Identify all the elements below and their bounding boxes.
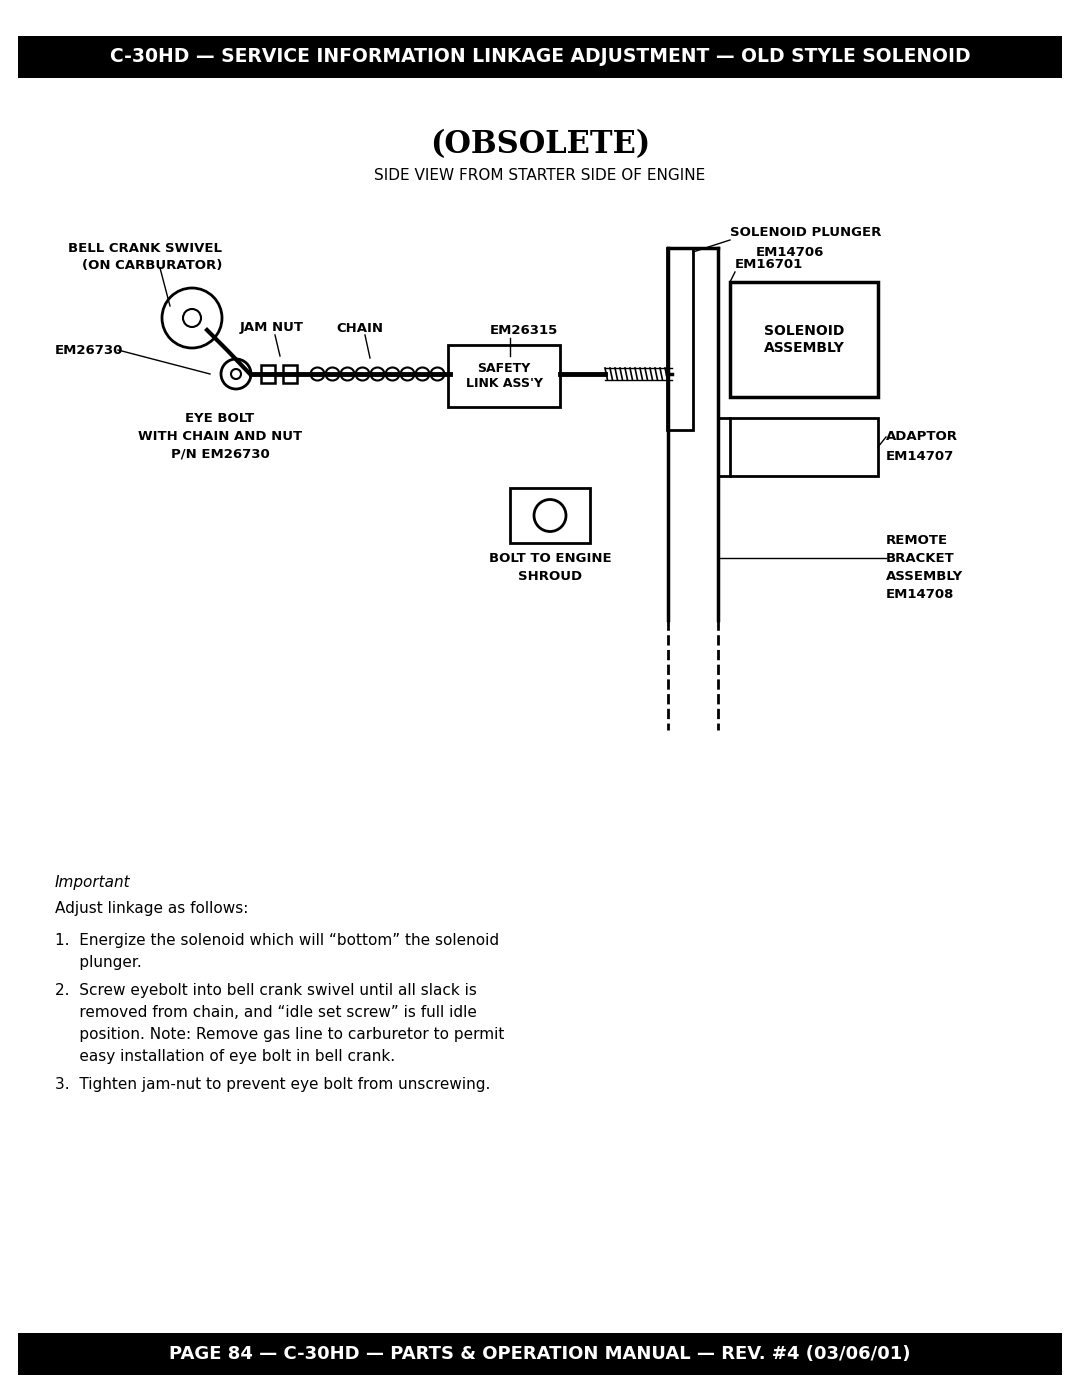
Text: removed from chain, and “idle set screw” is full idle: removed from chain, and “idle set screw”… bbox=[55, 1004, 477, 1020]
Text: SIDE VIEW FROM STARTER SIDE OF ENGINE: SIDE VIEW FROM STARTER SIDE OF ENGINE bbox=[375, 168, 705, 183]
Bar bbox=[667, 249, 693, 430]
Text: EM14708: EM14708 bbox=[886, 588, 955, 601]
Bar bbox=[18, 36, 1062, 78]
Bar bbox=[448, 345, 561, 407]
Text: EM14707: EM14707 bbox=[886, 450, 955, 464]
Text: C-30HD — SERVICE INFORMATION LINKAGE ADJUSTMENT — OLD STYLE SOLENOID: C-30HD — SERVICE INFORMATION LINKAGE ADJ… bbox=[110, 47, 970, 67]
Text: plunger.: plunger. bbox=[55, 956, 141, 970]
Text: SOLENOID
ASSEMBLY: SOLENOID ASSEMBLY bbox=[764, 324, 845, 355]
Bar bbox=[510, 488, 590, 543]
Text: REMOTE: REMOTE bbox=[886, 534, 948, 546]
Text: BELL CRANK SWIVEL: BELL CRANK SWIVEL bbox=[68, 242, 222, 254]
Text: Important: Important bbox=[55, 875, 131, 890]
Text: ADAPTOR: ADAPTOR bbox=[886, 430, 958, 443]
Text: 3.  Tighten jam-nut to prevent eye bolt from unscrewing.: 3. Tighten jam-nut to prevent eye bolt f… bbox=[55, 1077, 490, 1092]
Text: CHAIN: CHAIN bbox=[337, 321, 383, 334]
Text: (OBSOLETE): (OBSOLETE) bbox=[430, 130, 650, 161]
Text: P/N EM26730: P/N EM26730 bbox=[171, 447, 269, 461]
Text: (ON CARBURATOR): (ON CARBURATOR) bbox=[82, 258, 222, 271]
Text: EM16701: EM16701 bbox=[735, 257, 804, 271]
Text: 1.  Energize the solenoid which will “bottom” the solenoid: 1. Energize the solenoid which will “bot… bbox=[55, 933, 499, 949]
Text: EM14706: EM14706 bbox=[756, 246, 824, 258]
Text: SOLENOID PLUNGER: SOLENOID PLUNGER bbox=[730, 226, 881, 239]
Text: BRACKET: BRACKET bbox=[886, 552, 955, 564]
Text: BOLT TO ENGINE: BOLT TO ENGINE bbox=[488, 552, 611, 564]
Bar bbox=[261, 365, 275, 383]
Text: 2.  Screw eyebolt into bell crank swivel until all slack is: 2. Screw eyebolt into bell crank swivel … bbox=[55, 983, 477, 997]
Bar bbox=[730, 282, 878, 397]
Bar bbox=[730, 418, 878, 476]
Text: easy installation of eye bolt in bell crank.: easy installation of eye bolt in bell cr… bbox=[55, 1049, 395, 1065]
Bar bbox=[283, 365, 297, 383]
Text: WITH CHAIN AND NUT: WITH CHAIN AND NUT bbox=[138, 429, 302, 443]
Text: PAGE 84 — C-30HD — PARTS & OPERATION MANUAL — REV. #4 (03/06/01): PAGE 84 — C-30HD — PARTS & OPERATION MAN… bbox=[170, 1345, 910, 1363]
Text: EM26315: EM26315 bbox=[490, 324, 558, 337]
Text: EYE BOLT: EYE BOLT bbox=[186, 412, 255, 425]
Text: position. Note: Remove gas line to carburetor to permit: position. Note: Remove gas line to carbu… bbox=[55, 1027, 504, 1042]
Text: SAFETY
LINK ASS'Y: SAFETY LINK ASS'Y bbox=[465, 362, 542, 390]
Text: ASSEMBLY: ASSEMBLY bbox=[886, 570, 963, 583]
Text: SHROUD: SHROUD bbox=[518, 570, 582, 583]
Text: Adjust linkage as follows:: Adjust linkage as follows: bbox=[55, 901, 248, 916]
Text: JAM NUT: JAM NUT bbox=[240, 321, 303, 334]
Bar bbox=[18, 1333, 1062, 1375]
Text: EM26730: EM26730 bbox=[55, 344, 123, 356]
